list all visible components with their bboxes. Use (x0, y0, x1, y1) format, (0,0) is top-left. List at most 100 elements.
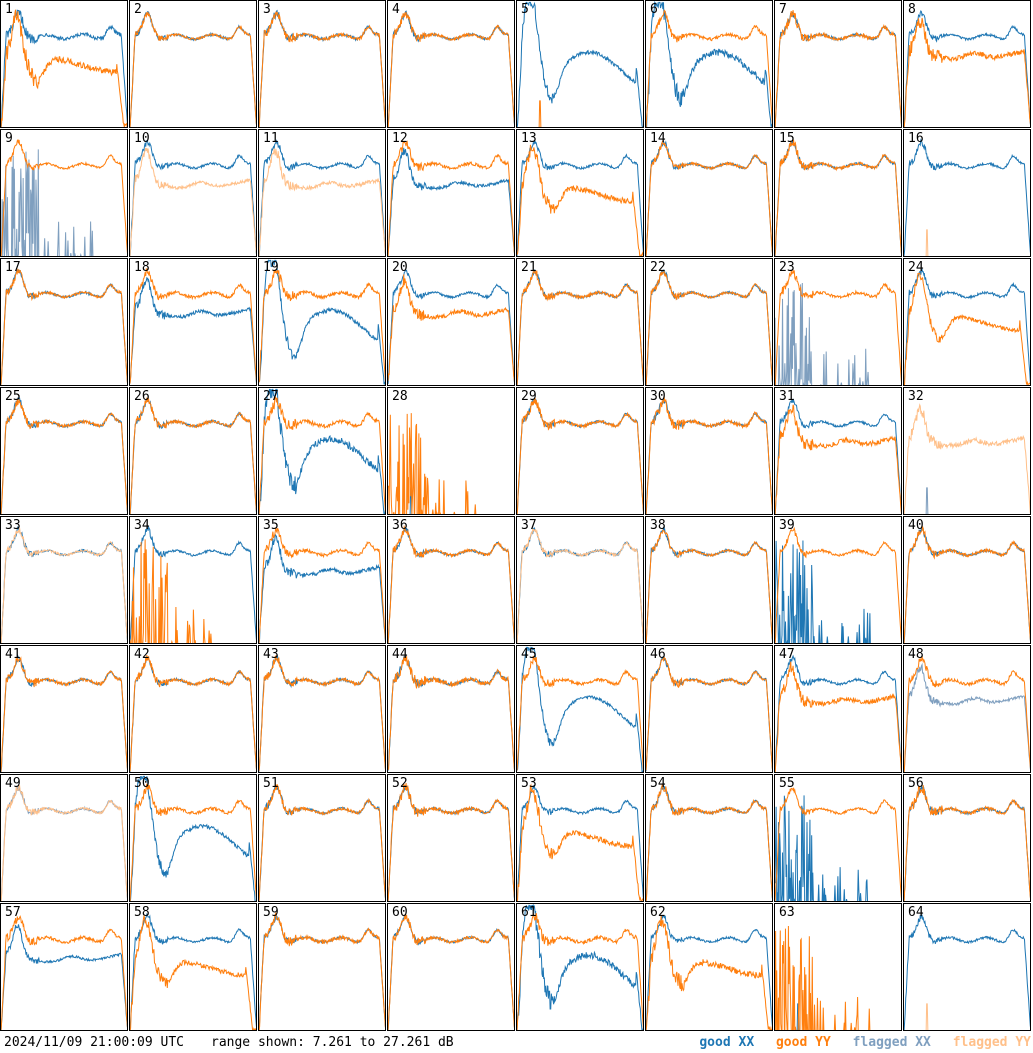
panel-label: 14 (650, 131, 666, 146)
series-good-yy-line (517, 912, 643, 1030)
series-good-xx-line (646, 784, 772, 901)
spectrum-panel: 33 (0, 516, 128, 644)
panel-label: 19 (263, 260, 279, 275)
panel-label: 26 (134, 389, 150, 404)
spectrum-panel: 14 (645, 129, 773, 257)
spectrum-panel: 60 (387, 903, 515, 1031)
spectrum-plot (388, 782, 514, 901)
series-good-xx-line (904, 268, 1030, 385)
panel-label: 54 (650, 776, 666, 791)
series-good-xx-line (775, 398, 901, 514)
panel-label: 44 (392, 647, 408, 662)
series-good-yy-line (259, 269, 385, 383)
series-good-yy-line (775, 404, 901, 514)
spectrum-plot (517, 140, 643, 256)
panel-label: 45 (521, 647, 537, 662)
panel-label: 61 (521, 905, 537, 920)
spectrum-plot (775, 398, 901, 514)
panel-label: 8 (908, 2, 916, 17)
spectrum-plot (388, 914, 514, 1030)
spectrum-plot (904, 914, 1030, 1030)
spectrum-panel: 59 (258, 903, 386, 1031)
spectrum-plot (130, 912, 256, 1030)
series-good-yy-line (1, 9, 127, 127)
panel-label: 50 (134, 776, 150, 791)
series-good-xx-line (904, 527, 1030, 643)
series-good-xx-line (646, 1, 772, 127)
series-good-yy-line (259, 527, 385, 643)
panel-label: 46 (650, 647, 666, 662)
spectrum-plot (1, 138, 127, 256)
spectrum-plot (775, 526, 901, 643)
series-good-yy-line (259, 912, 385, 1030)
legend-flagged-xx: flagged XX (852, 1035, 931, 1050)
series-good-yy-line (904, 272, 1030, 385)
panel-label: 11 (263, 131, 279, 146)
series-good-yy-line (646, 396, 772, 514)
series-flagged-yy-line (130, 147, 256, 256)
series-good-yy-line (130, 914, 256, 1030)
series-good-xx-line (388, 785, 514, 901)
spectrum-plot (904, 138, 1030, 256)
series-good-yy-line (130, 11, 256, 127)
series-good-xx-line (904, 138, 1030, 256)
series-good-xx-line (259, 259, 385, 385)
spectrum-plot (388, 524, 514, 643)
series-good-yy-line (646, 784, 772, 901)
legend: good XX good YY flagged XX flagged YY (685, 1033, 1031, 1053)
series-good-xx-line (517, 269, 643, 385)
spectrum-plot (388, 10, 514, 127)
series-good-xx-line (775, 11, 901, 127)
series-good-yy-line (259, 784, 385, 901)
legend-good-yy: good YY (775, 1035, 831, 1050)
series-good-xx-line (646, 269, 772, 385)
spectrum-panel: 62 (645, 903, 773, 1031)
spectrum-plot (388, 140, 514, 256)
panel-label: 42 (134, 647, 150, 662)
series-good-yy-line (259, 654, 385, 772)
spectrum-panel: 15 (774, 129, 902, 257)
spectrum-plot (646, 1, 772, 127)
panel-label: 53 (521, 776, 537, 791)
series-flagged-yy-line (904, 403, 1030, 514)
panel-label: 63 (779, 905, 795, 920)
panel-label: 37 (521, 518, 537, 533)
spectrum-plot (259, 259, 385, 385)
series-good-xx-line (775, 795, 869, 901)
series-good-xx-line (517, 904, 643, 1030)
series-good-yy-line (775, 526, 901, 643)
panel-label: 60 (392, 905, 408, 920)
spectrum-plot (646, 269, 772, 385)
spectrum-plot (646, 654, 772, 772)
panel-label: 17 (5, 260, 21, 275)
spectrum-plot (517, 1, 643, 127)
series-good-xx-line (259, 139, 385, 256)
spectrum-panel: 21 (516, 258, 644, 386)
spectrum-panel: 28 (387, 387, 515, 515)
spectrum-plot (646, 915, 772, 1030)
series-good-xx-line (388, 268, 514, 385)
panel-label: 3 (263, 2, 271, 17)
series-good-yy-line (646, 915, 772, 1030)
series-good-yy-line (904, 785, 1030, 901)
range-label: range shown: 7.261 to 27.261 dB (211, 1035, 454, 1050)
spectrum-panel: 40 (903, 516, 1031, 644)
series-good-xx-line (775, 140, 901, 256)
series-flagged-yy-line (1, 527, 127, 643)
series-good-yy-line (130, 539, 212, 643)
spectrum-panel: 13 (516, 129, 644, 257)
panel-label: 28 (392, 389, 408, 404)
spectrum-panel: 49 (0, 774, 128, 902)
spectrum-plot (259, 527, 385, 643)
spectrum-plot (775, 139, 901, 256)
spectrum-plot (775, 10, 901, 127)
panel-label: 58 (134, 905, 150, 920)
series-good-xx-line (517, 526, 643, 643)
spectrum-panel: 11 (258, 129, 386, 257)
legend-flagged-yy: flagged YY (952, 1035, 1031, 1050)
series-flagged-xx-line (775, 282, 870, 385)
spectrum-panel: 27 (258, 387, 386, 515)
spectrum-panel: 32 (903, 387, 1031, 515)
spectrum-panel: 23 (774, 258, 902, 386)
panel-label: 35 (263, 518, 279, 533)
